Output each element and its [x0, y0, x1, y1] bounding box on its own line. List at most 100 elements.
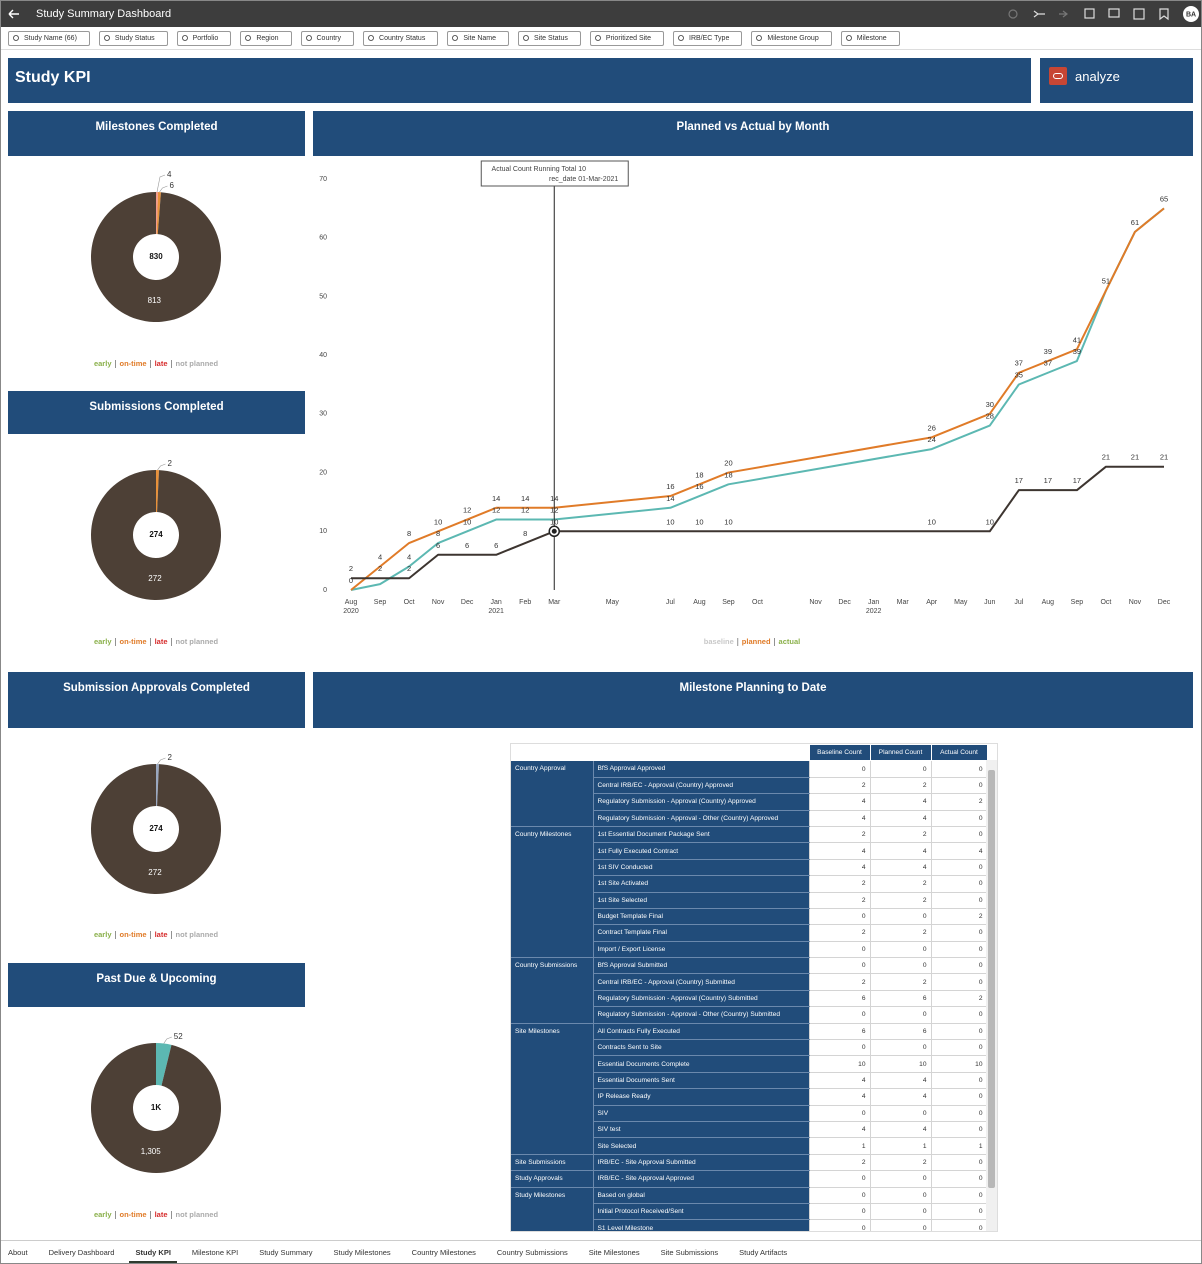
value-cell: 1 [808, 1137, 871, 1155]
row-label: Import / Export License [592, 941, 809, 959]
table-row: Essential Documents Complete 10 10 10 [511, 1055, 988, 1073]
donut-segment [90, 764, 221, 894]
pin-icon [304, 33, 313, 43]
table-row: Country Submissions BfS Approval Submitte… [511, 957, 988, 1024]
tab[interactable]: Study KPI [129, 1241, 177, 1264]
scroll-thumb[interactable] [988, 770, 995, 1188]
donut-segment [156, 192, 158, 235]
table-row: Site Submissions IRB/EC - Site Approval S… [511, 1153, 988, 1172]
value-cell: 6 [808, 989, 871, 1008]
data-label: 39 [1044, 347, 1052, 356]
top-bar: Study Summary Dashboard BA [1, 1, 1201, 27]
filter-label: Study Name (66) [24, 34, 77, 42]
table-row: Study Approvals IRB/EC - Site Approval Ap… [511, 1170, 988, 1188]
tab[interactable]: Study Artifacts [739, 1247, 788, 1257]
panel-header [313, 672, 1193, 728]
y-tick-label: 10 [319, 528, 327, 535]
pin-icon [102, 33, 112, 43]
present-icon[interactable] [1133, 8, 1145, 20]
tab[interactable]: About [8, 1247, 28, 1257]
bookmark-icon[interactable] [1159, 8, 1169, 21]
x-tick-label: Jan [868, 599, 879, 606]
avatar[interactable] [1183, 6, 1199, 22]
table-row: Site Milestones All Contracts Fully Execu… [511, 1022, 988, 1155]
value-cell: 0 [930, 891, 988, 909]
legend-item: early [94, 930, 112, 939]
value-cell: 0 [930, 1120, 988, 1139]
refresh-icon[interactable] [1008, 9, 1018, 19]
legend-item: early [94, 1210, 112, 1219]
filter-chip[interactable]: Prioritized Site [589, 30, 665, 46]
donut-center: 274 [149, 824, 163, 833]
group-cell: Site Submissions [511, 1154, 593, 1172]
scrollbar[interactable] [986, 760, 997, 1231]
tab[interactable]: Country Submissions [496, 1247, 568, 1257]
pin-icon [844, 33, 853, 43]
tab[interactable]: Study Milestones [333, 1247, 391, 1257]
row-label: 1st Essential Document Package Sent [592, 826, 809, 844]
value-cell: 2 [869, 924, 932, 942]
filter-chip[interactable]: Country [300, 30, 355, 46]
table-row: Regulatory Submission - Approval - Other… [511, 1006, 988, 1024]
column-header: Planned Count [869, 744, 932, 762]
panel-title: Past Due & Upcoming [96, 973, 216, 985]
filter-label: Prioritized Site [605, 34, 652, 42]
table-row: SIV 0 0 0 [511, 1104, 988, 1122]
filter-chip[interactable]: Region [240, 30, 292, 46]
donut-segment [156, 192, 161, 235]
data-label: 20 [724, 459, 732, 468]
tab[interactable]: Milestone KPI [191, 1247, 239, 1257]
data-icon[interactable] [1084, 8, 1095, 19]
undo-icon[interactable] [1033, 10, 1045, 18]
panel-title: Milestones Completed [95, 121, 217, 133]
back-button[interactable] [7, 7, 21, 21]
tab[interactable]: Study Summary [259, 1247, 313, 1257]
row-label: 1st Fully Executed Contract [592, 842, 809, 860]
value-cell: 2 [808, 891, 871, 909]
tab[interactable]: Country Milestones [411, 1247, 476, 1257]
x-tick-label: Jan [491, 599, 502, 606]
tab[interactable]: Site Milestones [588, 1247, 640, 1257]
filter-label: Country [316, 34, 342, 42]
value-cell: 2 [869, 891, 932, 909]
filter-chip[interactable]: Milestone Group [751, 30, 832, 46]
pin-icon [593, 33, 603, 43]
tab[interactable]: Delivery Dashboard [48, 1247, 115, 1257]
filter-chip[interactable]: Milestone [840, 30, 900, 46]
comment-icon[interactable] [1108, 8, 1120, 18]
value-cell: 2 [808, 924, 871, 942]
group-cell: Country Approval [511, 760, 593, 827]
blank-cell [593, 744, 809, 761]
table-row: Regulatory Submission - Approval - Other… [511, 809, 988, 827]
filter-chip[interactable]: Study Status [98, 30, 168, 46]
value-cell: 0 [930, 809, 988, 827]
table-row: Country Approval BfS Approval Approved 0 0 0 [511, 760, 988, 827]
filter-chip[interactable]: Country Status [363, 30, 439, 46]
table-row: Central IRB/EC - Approval (Country) Subm… [511, 973, 988, 991]
filter-label: Country Status [379, 34, 426, 42]
legend-item: on-time [120, 1210, 147, 1219]
value-cell: 0 [808, 957, 871, 975]
tab-bar: About Delivery Dashboard Study KPI Mileston… [1, 1240, 1201, 1264]
filter-chip[interactable]: Study Name (66) [8, 30, 90, 46]
data-label: 30 [986, 400, 994, 409]
table-row: Contract Template Final 2 2 0 [511, 924, 988, 942]
filter-chip[interactable]: Portfolio [176, 30, 232, 46]
filter-chip[interactable]: IRB/EC Type [673, 30, 743, 46]
panel-header [313, 111, 1193, 156]
row-label: IRB/EC - Site Approval Approved [592, 1170, 809, 1188]
row-label: Essential Documents Complete [592, 1055, 809, 1073]
redo-icon[interactable] [1059, 10, 1068, 18]
value-cell: 0 [930, 1104, 988, 1122]
value-cell: 6 [869, 1022, 932, 1041]
tab[interactable]: Site Submissions [660, 1247, 719, 1257]
row-label: Central IRB/EC - Approval (Country) Subm… [592, 973, 809, 991]
filter-chip[interactable]: Site Status [518, 30, 581, 46]
data-label: 10 [986, 517, 994, 526]
row-label: All Contracts Fully Executed [592, 1023, 809, 1041]
donut-label: 2 [167, 753, 172, 762]
filter-chip[interactable]: Site Name [447, 30, 510, 46]
leader-line [157, 757, 166, 765]
